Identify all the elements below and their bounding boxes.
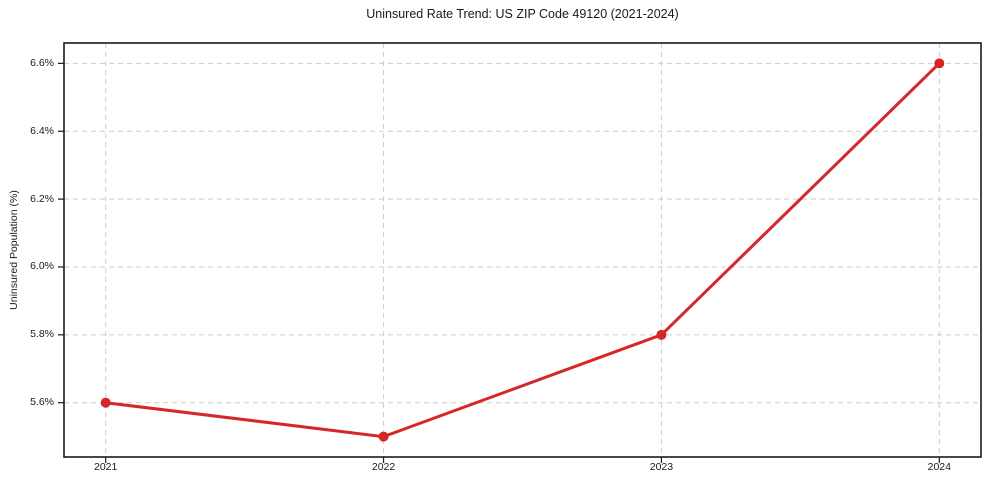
y-axis-label: Uninsured Population (%) — [8, 190, 20, 310]
y-tick-label: 5.6% — [30, 396, 54, 409]
data-point — [934, 58, 945, 69]
y-tick-label: 5.8% — [30, 328, 54, 341]
x-tick-label: 2024 — [927, 461, 951, 473]
y-tick-label: 6.6% — [30, 56, 54, 69]
plot-border — [63, 42, 982, 458]
y-tick-label: 6.0% — [30, 260, 54, 273]
x-tick-label: 2023 — [649, 461, 674, 473]
data-point — [100, 397, 111, 408]
plot-area — [58, 42, 982, 463]
data-point — [378, 431, 389, 442]
data-point — [656, 329, 667, 340]
y-tick-label: 6.2% — [30, 192, 54, 205]
trend-line — [104, 61, 941, 439]
x-tick-label: 2022 — [371, 461, 396, 473]
chart-title: Uninsured Rate Trend: US ZIP Code 49120 … — [366, 7, 679, 21]
y-tick-label: 6.4% — [30, 124, 54, 137]
x-tick-label: 2021 — [93, 461, 118, 473]
